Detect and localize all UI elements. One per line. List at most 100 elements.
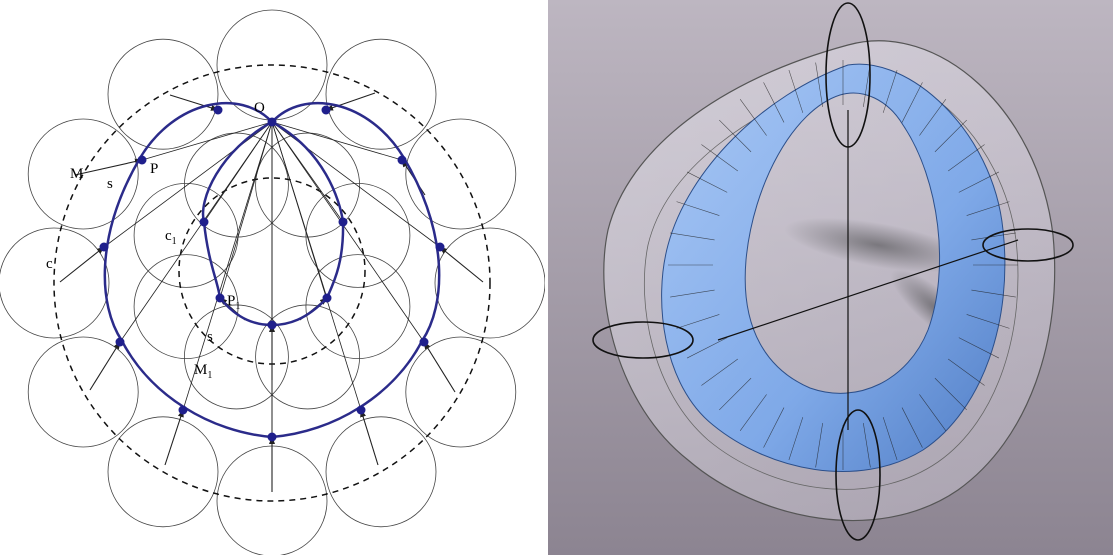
curve-point [178,405,188,415]
curve-point [267,117,277,127]
normal-arrow [360,409,379,466]
hatch-line [934,377,967,411]
hatch-line [719,377,752,411]
curve-point [338,217,348,227]
rolling-circle [107,38,219,150]
hatch-line [788,417,804,461]
curve-point [215,293,225,303]
normal-arrow [74,158,143,176]
hatch-line [971,289,1016,298]
curve-point [356,405,366,415]
label-M1-base: M [194,362,207,378]
hatch-line [901,407,923,448]
label-c1-sub: 1 [172,236,177,247]
curve-point [99,242,109,252]
hatch-line [763,82,785,123]
chord-line [203,121,273,223]
hatch-line [788,69,804,113]
rolling-circle [405,118,517,230]
normal-arrow [59,246,105,283]
cycloid-construction-diagram: O P M s c c1 P1 s M1 [0,9,546,557]
chord-line [271,121,344,223]
label-c1: c1 [165,228,177,247]
inner-rolling-circle [184,304,289,410]
hatch-line [739,394,767,432]
rolling-circle [325,38,437,150]
hatching-lines [668,60,1018,470]
outer-dashed-circle [53,64,491,502]
normal-arrows [59,92,484,492]
hatch-line [882,69,898,113]
inner-rolling-circle [255,304,360,410]
hatch-line [947,144,985,172]
rolling-circle [107,416,219,528]
inner-rolling-circle [305,254,411,359]
chord-line [271,121,362,411]
cycloid-construction-panel: O P M s c c1 P1 s M1 [0,0,546,557]
hatch-line [947,358,985,386]
hatch-line [966,314,1010,329]
hatch-line [701,144,739,172]
hatch-line [958,171,1000,193]
label-P1-base: P [227,293,235,309]
cross-section-right [982,228,1074,262]
hatch-line [739,98,767,136]
chord-line [271,121,403,161]
curve-points [99,105,445,442]
curve-point [213,105,223,115]
hatch-line [670,232,715,241]
hatch-line [719,119,752,153]
hatch-line [670,289,715,298]
curve-point [267,320,277,330]
curve-point [435,242,445,252]
hatch-line [686,171,728,193]
hatch-line [882,417,898,461]
curve-point [321,105,331,115]
hatch-line [815,62,823,108]
hatch-line [971,232,1016,241]
curve-point [137,155,147,165]
normal-arrow [439,246,484,283]
normal-arrow [325,92,376,111]
inner-rolling-circle [305,183,411,288]
hatch-line [863,422,871,468]
hatch-line [686,337,728,359]
label-M1-sub: 1 [207,370,212,381]
label-P1-sub: 1 [235,301,240,312]
rolling-circle [0,227,110,339]
chord-line [271,121,425,343]
label-c: c [46,256,53,272]
chord-line [103,121,273,248]
curve-point [115,337,125,347]
normal-arrow [89,341,121,391]
hatch-line [934,119,967,153]
torus-render-panel [548,0,1113,555]
hatch-line [701,358,739,386]
curve-point [267,432,277,442]
normal-arrow [164,409,184,466]
cross-section-left [592,321,694,359]
label-s-outer: s [107,176,113,192]
hatch-line [901,82,923,123]
hatch-line [763,407,785,448]
chords-from-O [103,121,441,411]
curve-point [199,217,209,227]
label-c1-base: c [165,228,172,244]
hatch-line [815,422,823,468]
normal-arrow [169,94,219,111]
shell-inner-rim [643,74,1019,490]
label-M: M [70,166,83,182]
curve-point [322,293,332,303]
rolling-circle [27,118,139,230]
label-s-inner: s [207,329,213,345]
hatch-line [958,337,1000,359]
hatch-line [676,201,720,216]
blue-tube [661,63,1006,473]
label-M1: M1 [194,362,212,381]
torus-3d-render [548,0,1113,555]
normal-arrow [423,341,456,393]
hatch-line [966,201,1010,216]
cross-section-bottom [835,409,881,541]
hatch-line [919,394,947,432]
hatch-line [919,98,947,136]
